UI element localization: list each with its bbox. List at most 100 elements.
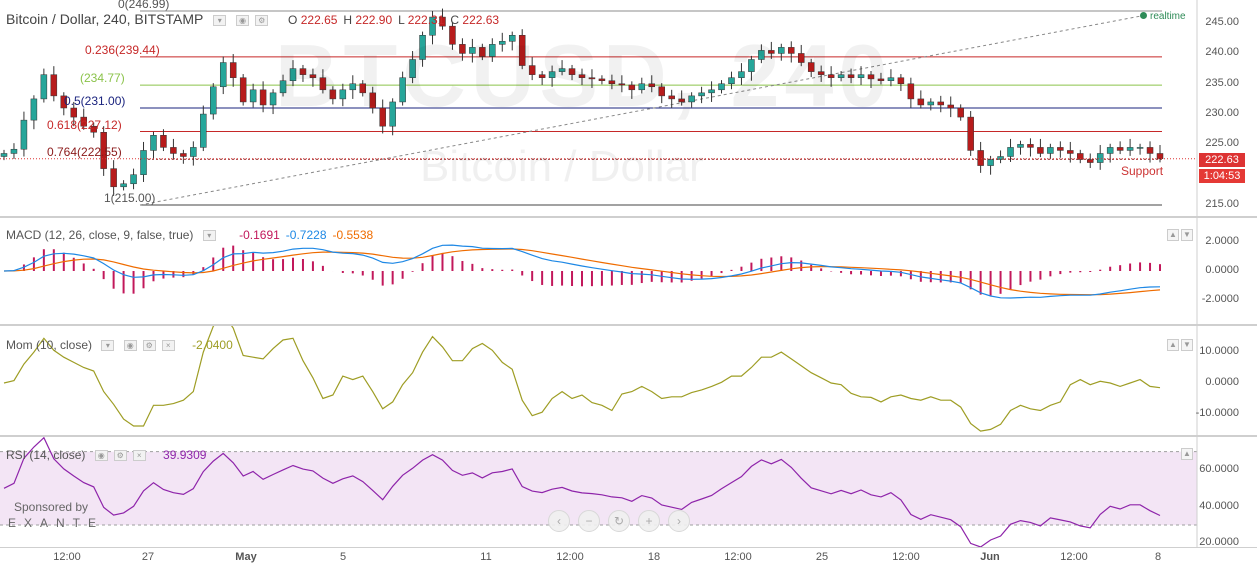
rsi-plot[interactable]: [0, 437, 1257, 547]
candle-body: [80, 116, 87, 127]
macd-axis-tick: -2.0000: [1201, 292, 1239, 305]
time-axis-tick: 12:00: [556, 551, 584, 563]
rsi-line: [3, 437, 1161, 547]
time-axis-tick: 12:00: [724, 551, 752, 563]
price-axis-tick: 245.00: [1205, 16, 1239, 29]
pane-up-icon[interactable]: ▲: [1167, 339, 1179, 351]
candle-body: [419, 35, 426, 60]
candle-body: [518, 35, 526, 66]
rsi-close-icon[interactable]: ×: [132, 450, 146, 462]
candle-body: [409, 59, 416, 78]
candle-body: [867, 74, 875, 80]
pane-separator[interactable]: [0, 435, 1257, 437]
candle-body: [190, 147, 197, 157]
candle-body: [1136, 147, 1144, 149]
symbol-legend: Bitcoin / Dollar, 240, BITSTAMP ▾ ◉ ⚙ O 2…: [6, 11, 511, 27]
candle-body: [847, 74, 855, 78]
candle-body: [219, 62, 227, 88]
candle-body: [120, 183, 127, 188]
pane-down-icon[interactable]: ▼: [1181, 229, 1193, 241]
candle-body: [598, 78, 606, 81]
zoom-in-button[interactable]: +: [638, 510, 660, 532]
candle-body: [319, 77, 327, 91]
candle-body: [70, 107, 78, 118]
candle-body: [857, 74, 865, 78]
mom-eye-icon[interactable]: ◉: [123, 340, 137, 352]
pane-up-icon[interactable]: ▲: [1181, 448, 1193, 460]
price-pane[interactable]: BTCUSD, 240 Bitcoin / Dollar Bitcoin / D…: [0, 0, 1257, 216]
mom-value: -2.0400: [192, 338, 233, 352]
candle-body: [1077, 153, 1084, 160]
candle-body: [289, 68, 297, 81]
mom-settings-icon[interactable]: ⚙: [142, 340, 156, 352]
macd-dropdown-icon[interactable]: ▾: [202, 230, 216, 242]
mom-pane-buttons: ▲ ▼: [1165, 334, 1193, 352]
candle-body: [489, 44, 496, 57]
realtime-label: realtime: [1150, 11, 1186, 22]
ohlc-label: H: [343, 13, 356, 27]
candle-body: [170, 147, 177, 154]
trend-line: [139, 14, 1146, 206]
candle-body: [130, 174, 137, 185]
candle-body: [1126, 147, 1134, 151]
zoom-out-button[interactable]: −: [578, 510, 600, 532]
macd-legend-title: MACD (12, 26, close, 9, false, true): [6, 228, 194, 242]
mom-pane[interactable]: Mom (10, close) ▾ ◉ ⚙ × -2.0400 ▲ ▼ 10.0000…: [0, 326, 1257, 435]
mom-plot[interactable]: [0, 326, 1257, 435]
ohlc-label: L: [398, 13, 408, 27]
fib-level-label: 0.618(227.12): [47, 117, 122, 132]
candle-body: [499, 41, 506, 45]
candle-body: [797, 53, 805, 63]
candle-body: [1086, 159, 1094, 163]
candle-body: [538, 74, 546, 78]
scroll-right-button[interactable]: ›: [668, 510, 690, 532]
time-axis-tick: May: [235, 551, 257, 563]
macd-pane-buttons: ▲ ▼: [1165, 224, 1193, 242]
price-plot[interactable]: [0, 0, 1257, 216]
candle-body: [449, 25, 456, 45]
candle-body: [508, 35, 516, 42]
candle-body: [578, 74, 586, 78]
candle-body: [389, 101, 396, 127]
candle-body: [917, 98, 925, 106]
pane-down-icon[interactable]: ▼: [1181, 339, 1193, 351]
reset-button[interactable]: ↻: [608, 510, 630, 532]
pane-up-icon[interactable]: ▲: [1167, 229, 1179, 241]
candle-body: [877, 78, 885, 81]
ohlc-label: O: [288, 13, 301, 27]
scroll-left-button[interactable]: ‹: [548, 510, 570, 532]
symbol-dropdown-icon[interactable]: ▾: [213, 14, 227, 26]
pane-separator[interactable]: [0, 216, 1257, 218]
mom-dropdown-icon[interactable]: ▾: [101, 340, 115, 352]
chart-nav-buttons: ‹ − ↻ + ›: [548, 510, 698, 532]
fib-level-label: 0.236(239.44): [85, 42, 160, 57]
candle-body: [618, 83, 626, 86]
rsi-eye-icon[interactable]: ◉: [94, 450, 108, 462]
sponsor-badge[interactable]: Sponsored by EXANTE: [8, 500, 126, 540]
macd-pane[interactable]: MACD (12, 26, close, 9, false, true) ▾ -…: [0, 218, 1257, 324]
bar-countdown: 1:04:53: [1199, 169, 1245, 183]
candle-body: [259, 89, 267, 106]
candle-body: [0, 153, 8, 157]
rsi-settings-icon[interactable]: ⚙: [113, 450, 127, 462]
rsi-axis-tick: 60.0000: [1199, 463, 1239, 475]
candle-body: [807, 62, 815, 72]
pane-separator[interactable]: [0, 324, 1257, 326]
candle-body: [887, 77, 895, 81]
candle-body: [837, 74, 845, 78]
settings-icon[interactable]: ⚙: [255, 14, 269, 26]
macd-plot[interactable]: [0, 218, 1257, 324]
time-axis-tick: 18: [647, 551, 661, 563]
eye-icon[interactable]: ◉: [236, 14, 250, 26]
price-axis-tick: 240.00: [1205, 46, 1239, 59]
time-axis-tick: 5: [339, 551, 347, 563]
candle-body: [210, 86, 217, 115]
candle-body: [279, 80, 287, 94]
candle-body: [30, 98, 38, 121]
rsi-pane[interactable]: RSI (14, close) ◉ ⚙ × 39.9309 ▲ 60.0000 40.…: [0, 437, 1257, 547]
candle-body: [469, 47, 476, 54]
sponsor-line1: Sponsored by: [14, 500, 89, 514]
candle-body: [1037, 147, 1044, 154]
mom-close-icon[interactable]: ×: [161, 340, 175, 352]
candle-body: [568, 68, 576, 75]
